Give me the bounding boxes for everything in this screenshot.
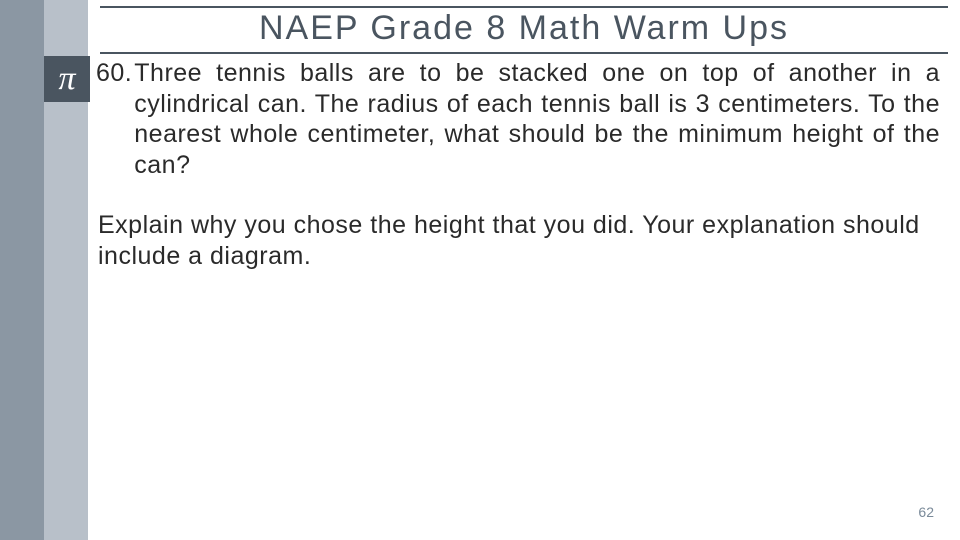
question-row: 60. Three tennis balls are to be stacked… <box>98 58 940 180</box>
title-rule-bottom <box>100 52 948 54</box>
question-body: Three tennis balls are to be stacked one… <box>134 58 940 180</box>
question-number: 60. <box>96 58 134 89</box>
left-stripe-outer <box>0 0 44 540</box>
question-followup: Explain why you chose the height that yo… <box>98 210 940 271</box>
content-area: 60. Three tennis balls are to be stacked… <box>98 58 940 271</box>
page-number: 62 <box>918 504 934 520</box>
pi-icon: π <box>44 56 90 102</box>
slide: NAEP Grade 8 Math Warm Ups π 60. Three t… <box>0 0 960 540</box>
slide-title: NAEP Grade 8 Math Warm Ups <box>100 4 948 52</box>
